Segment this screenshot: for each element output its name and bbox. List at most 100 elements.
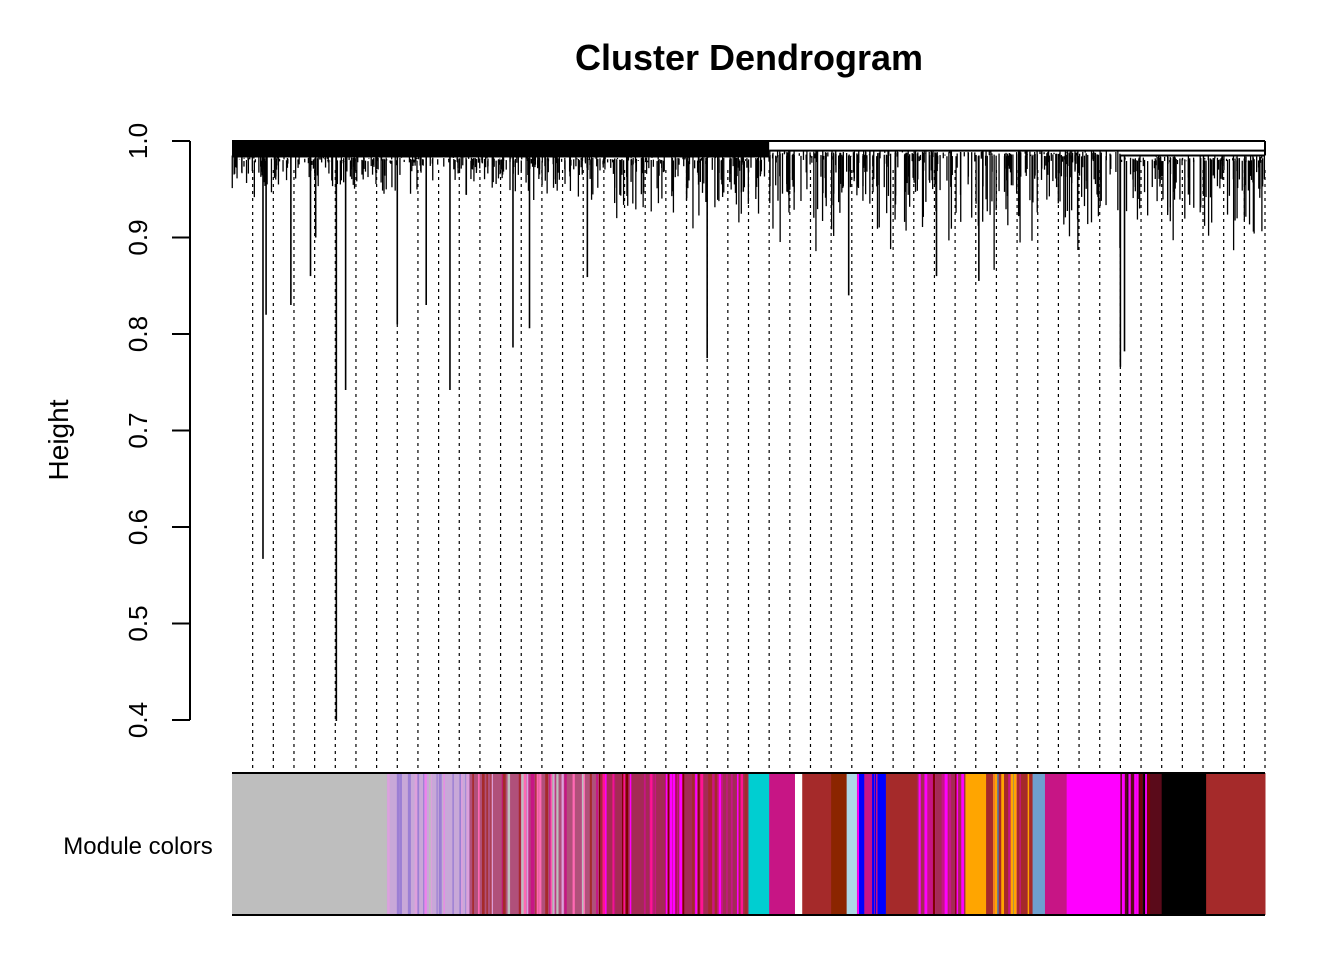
module-color-stripe — [955, 773, 957, 915]
y-axis-label: Height — [43, 399, 74, 480]
module-color-segment — [831, 773, 848, 915]
module-color-segment — [748, 773, 770, 915]
y-tick-label: 1.0 — [123, 123, 153, 159]
module-color-stripe — [714, 773, 718, 915]
module-color-stripe — [676, 773, 678, 915]
module-color-stripe — [927, 773, 931, 915]
module-color-stripe — [518, 773, 521, 915]
module-color-stripe — [692, 773, 695, 915]
module-color-stripe — [539, 773, 542, 915]
module-color-segment — [877, 773, 887, 915]
module-color-stripe — [930, 773, 933, 915]
module-color-stripe — [564, 773, 567, 915]
module-color-stripe — [681, 773, 684, 915]
module-color-stripe — [667, 773, 670, 915]
module-color-stripe — [625, 773, 629, 915]
module-color-stripe — [536, 773, 539, 915]
module-color-stripe — [857, 773, 859, 915]
y-tick-label: 0.7 — [123, 412, 153, 448]
module-color-stripe — [387, 773, 390, 915]
module-color-stripe — [672, 773, 676, 915]
module-color-segment — [846, 773, 858, 915]
module-color-stripe — [461, 773, 463, 915]
module-color-stripe — [502, 773, 506, 915]
module-color-stripe — [712, 773, 716, 915]
module-color-segment — [1206, 773, 1266, 915]
module-color-stripe — [1147, 773, 1151, 915]
module-color-stripe — [1027, 773, 1030, 915]
module-color-stripe — [599, 773, 601, 915]
module-color-segment — [345, 773, 388, 915]
module-color-stripe — [549, 773, 551, 915]
module-color-stripe — [918, 773, 921, 915]
module-color-stripe — [622, 773, 625, 915]
y-tick-label: 0.8 — [123, 316, 153, 352]
module-color-stripe — [465, 773, 467, 915]
module-color-stripe — [605, 773, 607, 915]
module-color-stripe — [700, 773, 704, 915]
module-color-stripe — [665, 773, 668, 915]
module-color-segment — [1066, 773, 1121, 915]
module-color-segment — [965, 773, 987, 915]
module-color-stripe — [1136, 773, 1139, 915]
module-color-stripe — [945, 773, 948, 915]
module-color-stripe — [1128, 773, 1131, 915]
module-color-stripe — [436, 773, 438, 915]
module-color-stripe — [561, 773, 564, 915]
module-color-stripe — [872, 773, 875, 915]
module-color-stripe — [1013, 773, 1017, 915]
module-color-stripe — [682, 773, 685, 915]
module-color-stripe — [740, 773, 744, 915]
module-color-stripe — [730, 773, 733, 915]
module-color-stripe — [861, 773, 865, 915]
y-tick-label: 0.4 — [123, 702, 153, 738]
module-color-stripe — [726, 773, 728, 915]
module-color-stripe — [654, 773, 657, 915]
module-color-stripe — [556, 773, 559, 915]
module-color-stripe — [486, 773, 488, 915]
module-color-segment — [232, 773, 347, 915]
module-color-stripe — [874, 773, 877, 915]
module-color-stripe — [399, 773, 402, 915]
module-color-stripe — [526, 773, 529, 915]
module-color-stripe — [481, 773, 485, 915]
module-color-stripe — [430, 773, 432, 915]
module-color-stripe — [507, 773, 509, 915]
module-color-stripe — [1010, 773, 1014, 915]
module-color-stripe — [452, 773, 454, 915]
module-color-stripe — [582, 773, 586, 915]
module-color-stripe — [955, 773, 959, 915]
module-color-segment — [885, 773, 918, 915]
module-color-stripe — [1121, 773, 1125, 915]
module-color-stripe — [1019, 773, 1021, 915]
y-axis: 0.4 0.5 0.6 0.7 0.8 0.9 1.0 — [123, 123, 191, 738]
module-color-stripe — [545, 773, 549, 915]
module-color-stripe — [414, 773, 418, 915]
module-color-stripe — [718, 773, 722, 915]
module-color-segment — [1161, 773, 1207, 915]
module-color-stripe — [1143, 773, 1145, 915]
module-color-stripe — [424, 773, 427, 915]
module-color-stripe — [423, 773, 425, 915]
module-color-stripe — [581, 773, 584, 915]
y-tick-label: 0.9 — [123, 219, 153, 255]
module-color-stripe — [736, 773, 739, 915]
dashed-leaf-guides — [252, 170, 1266, 770]
module-color-stripe — [643, 773, 646, 915]
module-color-segment — [802, 773, 832, 915]
module-color-stripe — [932, 773, 935, 915]
module-color-stripe — [721, 773, 723, 915]
module-color-stripe — [948, 773, 952, 915]
module-color-segment — [916, 773, 966, 915]
chart-title: Cluster Dendrogram — [575, 37, 923, 78]
module-color-stripe — [709, 773, 713, 915]
module-color-stripe — [429, 773, 431, 915]
module-color-stripe — [1134, 773, 1137, 915]
module-color-stripe — [535, 773, 538, 915]
module-color-stripe — [459, 773, 463, 915]
module-color-stripe — [612, 773, 614, 915]
module-color-stripe — [1145, 773, 1147, 915]
module-color-stripe — [439, 773, 442, 915]
module-color-stripe — [1008, 773, 1011, 915]
